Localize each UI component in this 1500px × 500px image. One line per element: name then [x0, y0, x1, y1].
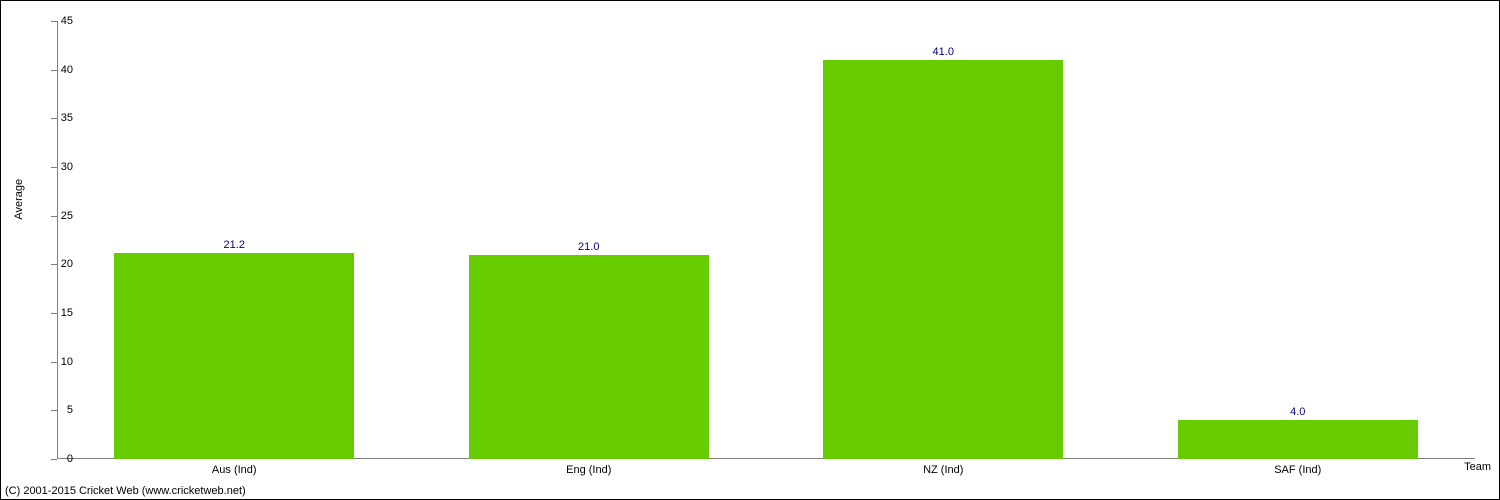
x-tick-label: Aus (Ind)	[212, 464, 257, 476]
y-tick-label: 20	[61, 258, 73, 270]
x-tick-label: SAF (Ind)	[1274, 464, 1321, 476]
y-tick-label: 10	[61, 356, 73, 368]
y-tick	[51, 21, 57, 22]
y-tick-label: 30	[61, 161, 73, 173]
y-tick	[51, 459, 57, 460]
bar	[823, 60, 1063, 459]
bar-value-label: 41.0	[933, 46, 954, 58]
y-tick	[51, 216, 57, 217]
y-tick-label: 25	[61, 210, 73, 222]
y-tick	[51, 70, 57, 71]
y-tick	[51, 362, 57, 363]
x-axis-title: Team	[1464, 461, 1491, 473]
bar	[469, 255, 709, 459]
y-tick	[51, 410, 57, 411]
y-tick-label: 5	[67, 404, 73, 416]
y-tick-label: 35	[61, 112, 73, 124]
bar-value-label: 21.2	[224, 239, 245, 251]
chart-container: Aus (Ind)Eng (Ind)NZ (Ind)SAF (Ind) 0510…	[0, 0, 1500, 500]
bar	[114, 253, 354, 459]
y-axis-line	[57, 21, 58, 459]
y-tick	[51, 313, 57, 314]
y-tick	[51, 118, 57, 119]
y-tick-label: 15	[61, 307, 73, 319]
x-tick-label: Eng (Ind)	[566, 464, 611, 476]
copyright-text: (C) 2001-2015 Cricket Web (www.cricketwe…	[5, 485, 246, 497]
x-tick-label: NZ (Ind)	[923, 464, 963, 476]
bar-value-label: 4.0	[1290, 406, 1305, 418]
plot-area: Aus (Ind)Eng (Ind)NZ (Ind)SAF (Ind)	[57, 21, 1475, 459]
y-tick	[51, 167, 57, 168]
y-tick-label: 45	[61, 15, 73, 27]
y-tick-label: 0	[67, 453, 73, 465]
y-axis-title: Average	[13, 179, 25, 220]
bar	[1178, 420, 1418, 459]
y-tick	[51, 264, 57, 265]
bar-value-label: 21.0	[578, 241, 599, 253]
y-tick-label: 40	[61, 64, 73, 76]
